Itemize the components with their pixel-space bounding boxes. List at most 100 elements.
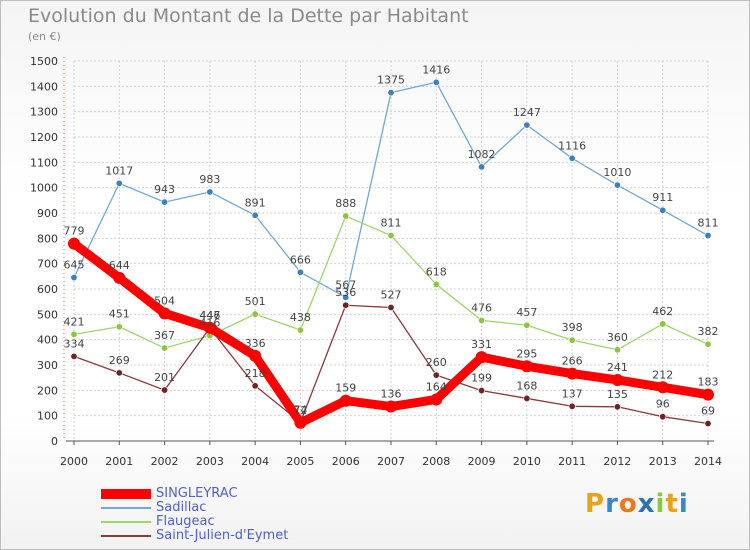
y-tick-label: 700 — [37, 258, 58, 271]
data-label: 334 — [64, 337, 85, 350]
data-point — [523, 394, 531, 402]
data-point — [613, 403, 621, 411]
data-label: 476 — [471, 301, 492, 314]
data-label: 241 — [607, 361, 628, 374]
y-tick-label: 100 — [37, 410, 58, 423]
data-point — [161, 198, 169, 206]
data-point — [432, 280, 440, 288]
data-label: 336 — [245, 337, 266, 350]
data-label: 69 — [701, 405, 715, 418]
logo-letter: t — [665, 489, 679, 519]
x-tick-label: 2012 — [603, 455, 631, 468]
data-point — [478, 387, 486, 395]
data-label: 269 — [109, 354, 130, 367]
data-label: 1375 — [377, 74, 405, 87]
y-tick-label: 1500 — [30, 55, 58, 68]
y-tick-label: 800 — [37, 232, 58, 245]
data-point — [296, 268, 304, 276]
data-label: 135 — [607, 388, 628, 401]
data-point — [568, 402, 576, 410]
x-tick-label: 2014 — [694, 455, 722, 468]
data-point — [656, 381, 669, 394]
data-point — [430, 393, 443, 406]
data-label: 504 — [154, 294, 175, 307]
x-tick-label: 2000 — [60, 455, 88, 468]
data-label: 457 — [516, 306, 537, 319]
data-label: 168 — [516, 379, 537, 392]
data-label: 96 — [656, 398, 670, 411]
x-tick-label: 2008 — [422, 455, 450, 468]
data-label: 199 — [471, 372, 492, 385]
data-point — [659, 206, 667, 214]
data-label: 331 — [471, 338, 492, 351]
x-tick-label: 2002 — [151, 455, 179, 468]
data-label: 1116 — [558, 139, 586, 152]
data-label: 1017 — [105, 164, 133, 177]
data-point — [568, 154, 576, 162]
data-label: 438 — [290, 311, 311, 324]
data-point — [611, 373, 624, 386]
y-tick-label: 600 — [37, 283, 58, 296]
legend-swatch — [101, 489, 151, 499]
data-point — [115, 179, 123, 187]
legend-swatch — [101, 521, 151, 523]
data-label: 446 — [199, 309, 220, 322]
data-point — [249, 349, 262, 362]
data-point — [70, 274, 78, 282]
data-point — [251, 382, 259, 390]
data-label: 136 — [381, 388, 402, 401]
y-tick-label: 200 — [37, 384, 58, 397]
data-point — [203, 321, 216, 334]
data-point — [339, 394, 352, 407]
logo-letter: P — [585, 489, 606, 519]
x-tick-label: 2013 — [649, 455, 677, 468]
x-tick-label: 2005 — [286, 455, 314, 468]
chart-subtitle: (en €) — [28, 30, 61, 43]
x-tick-label: 2004 — [241, 455, 269, 468]
data-label: 212 — [652, 368, 673, 381]
legend-swatch — [101, 535, 151, 537]
y-tick-label: 1300 — [30, 106, 58, 119]
y-tick-label: 1000 — [30, 182, 58, 195]
data-point — [115, 323, 123, 331]
x-tick-label: 2006 — [332, 455, 360, 468]
data-point — [251, 211, 259, 219]
data-point — [342, 212, 350, 220]
data-point — [206, 188, 214, 196]
data-label: 644 — [109, 259, 130, 272]
data-label: 421 — [64, 315, 85, 328]
data-label: 1247 — [513, 106, 541, 119]
x-tick-label: 2010 — [513, 455, 541, 468]
data-point — [387, 303, 395, 311]
data-point — [478, 163, 486, 171]
data-point — [613, 346, 621, 354]
data-label: 645 — [64, 259, 85, 272]
data-label: 1416 — [422, 63, 450, 76]
data-label: 447 — [199, 309, 220, 322]
data-point — [432, 78, 440, 86]
data-label: 983 — [199, 173, 220, 186]
y-tick-label: 900 — [37, 207, 58, 220]
data-point — [568, 336, 576, 344]
data-point — [70, 330, 78, 338]
y-tick-label: 500 — [37, 308, 58, 321]
data-label: 536 — [335, 286, 356, 299]
data-label: 451 — [109, 308, 130, 321]
x-tick-label: 2007 — [377, 455, 405, 468]
data-label: 159 — [335, 382, 356, 395]
x-tick-label: 2001 — [105, 455, 133, 468]
data-label: 72 — [293, 404, 307, 417]
data-point — [659, 320, 667, 328]
data-label: 1010 — [603, 166, 631, 179]
data-label: 266 — [562, 355, 583, 368]
data-label: 382 — [698, 325, 719, 338]
data-point — [385, 400, 397, 413]
data-point — [296, 326, 304, 334]
data-label: 527 — [381, 288, 402, 301]
data-point — [659, 413, 667, 421]
data-point — [523, 321, 531, 329]
data-label: 367 — [154, 329, 175, 342]
data-point — [432, 371, 440, 379]
